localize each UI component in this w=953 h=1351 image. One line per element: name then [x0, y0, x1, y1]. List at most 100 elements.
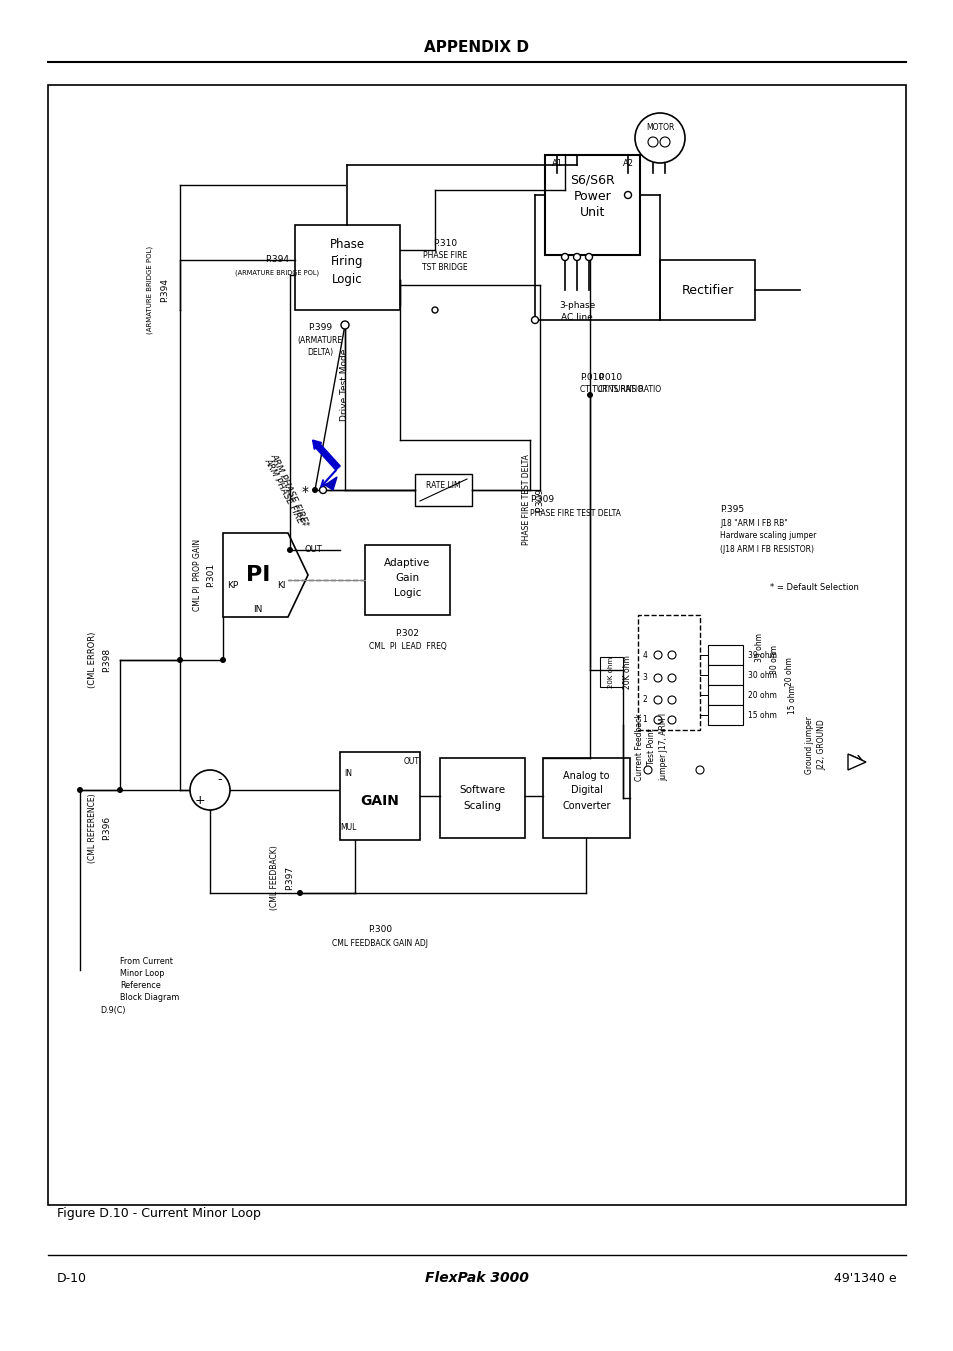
Text: Converter: Converter: [561, 801, 610, 811]
Text: J18 "ARM I FB RB": J18 "ARM I FB RB": [720, 519, 787, 527]
Text: +: +: [194, 793, 205, 807]
Bar: [659, 259, 754, 320]
FancyArrow shape: [313, 440, 340, 470]
Text: Firing: Firing: [331, 255, 363, 269]
Text: P.310: P.310: [433, 239, 456, 247]
Text: * = Default Selection: * = Default Selection: [769, 584, 858, 593]
Text: Software: Software: [459, 785, 505, 794]
Text: Current Feedback: Current Feedback: [635, 713, 644, 781]
Text: 3-phase: 3-phase: [558, 300, 595, 309]
Bar: [707, 705, 742, 725]
Text: 20 ohm: 20 ohm: [747, 690, 776, 700]
Text: A2: A2: [622, 158, 633, 168]
Circle shape: [667, 651, 676, 659]
Text: Drive Test Mode: Drive Test Mode: [340, 349, 349, 422]
Text: P.010: P.010: [598, 373, 621, 381]
Text: D.9(C): D.9(C): [100, 1005, 126, 1015]
Circle shape: [296, 890, 303, 896]
Circle shape: [667, 696, 676, 704]
Text: Reference: Reference: [120, 981, 161, 990]
Text: P.301: P.301: [206, 563, 215, 588]
Text: Rectifier: Rectifier: [680, 284, 733, 296]
Text: S6/S6R: S6/S6R: [570, 173, 615, 186]
Text: TST BRIDGE: TST BRIDGE: [422, 262, 467, 272]
Circle shape: [654, 696, 661, 704]
Text: Scaling: Scaling: [463, 801, 501, 811]
Text: MOTOR: MOTOR: [645, 123, 674, 132]
Text: ARM PHASE FIRE*: ARM PHASE FIRE*: [269, 451, 311, 528]
Circle shape: [220, 657, 226, 663]
Text: DELTA): DELTA): [307, 347, 333, 357]
Text: Ground jumper: Ground jumper: [804, 716, 814, 774]
Text: (ARMATURE BRIDGE POL): (ARMATURE BRIDGE POL): [147, 246, 153, 334]
Circle shape: [643, 766, 651, 774]
Text: Logic: Logic: [394, 588, 420, 598]
Text: P.300: P.300: [368, 925, 392, 935]
Text: Power: Power: [573, 190, 611, 204]
Text: OUT: OUT: [403, 758, 419, 766]
Text: (ARMATURE BRIDGE POL): (ARMATURE BRIDGE POL): [234, 270, 318, 276]
Circle shape: [654, 716, 661, 724]
Text: Analog to: Analog to: [562, 771, 609, 781]
Text: AC line: AC line: [560, 313, 592, 323]
Text: (J18 ARM I FB RESISTOR): (J18 ARM I FB RESISTOR): [720, 544, 813, 554]
Circle shape: [696, 766, 703, 774]
Circle shape: [77, 788, 83, 793]
Text: P.010: P.010: [579, 373, 603, 381]
Text: 20K ohm: 20K ohm: [623, 655, 632, 689]
Text: jumper J17, ARM I: jumper J17, ARM I: [659, 713, 668, 781]
Text: 20K ohm: 20K ohm: [607, 657, 614, 688]
Circle shape: [319, 486, 326, 493]
Circle shape: [585, 254, 592, 261]
Text: (CML ERROR): (CML ERROR): [89, 632, 97, 688]
Text: -: -: [217, 774, 222, 786]
Text: (CML FEEDBACK): (CML FEEDBACK): [271, 846, 279, 911]
Circle shape: [635, 113, 684, 163]
Circle shape: [574, 254, 579, 259]
Polygon shape: [847, 754, 865, 770]
Text: CML  PI  LEAD  FREQ: CML PI LEAD FREQ: [368, 642, 446, 650]
Text: IN: IN: [253, 605, 262, 615]
Text: RATE LIM: RATE LIM: [426, 481, 460, 490]
Text: (ARMATURE: (ARMATURE: [297, 335, 342, 345]
Circle shape: [561, 254, 567, 259]
Text: Figure D.10 - Current Minor Loop: Figure D.10 - Current Minor Loop: [57, 1206, 260, 1220]
Text: Adaptive: Adaptive: [384, 558, 430, 567]
Text: PHASE FIRE TEST DELTA: PHASE FIRE TEST DELTA: [530, 508, 620, 517]
Text: (CML REFERENCE): (CML REFERENCE): [88, 793, 96, 863]
Text: KI: KI: [276, 581, 285, 589]
Bar: [294, 226, 399, 309]
Text: *: *: [301, 485, 308, 499]
Text: PHASE FIRE TEST DELTA: PHASE FIRE TEST DELTA: [522, 454, 531, 546]
Circle shape: [667, 716, 676, 724]
Circle shape: [667, 674, 676, 682]
Text: PI: PI: [246, 565, 270, 585]
Bar: [439, 758, 524, 838]
Bar: [339, 753, 419, 840]
Text: PHASE FIRE: PHASE FIRE: [422, 250, 467, 259]
Text: 49'1340 e: 49'1340 e: [834, 1271, 896, 1285]
Text: P.399: P.399: [308, 323, 332, 332]
Text: CT TURNS RATIO: CT TURNS RATIO: [598, 385, 660, 394]
Bar: [599, 657, 622, 688]
Text: P.394: P.394: [265, 255, 289, 265]
Circle shape: [190, 770, 230, 811]
Text: 2: 2: [642, 696, 647, 704]
Circle shape: [287, 547, 293, 553]
Text: 1: 1: [642, 716, 647, 724]
Text: Unit: Unit: [579, 207, 604, 219]
Bar: [415, 474, 472, 507]
Text: OUT: OUT: [304, 546, 321, 554]
Bar: [48, 85, 905, 1205]
Circle shape: [654, 674, 661, 682]
Circle shape: [573, 254, 579, 261]
Text: MUL: MUL: [339, 824, 355, 832]
Text: 39 ohm: 39 ohm: [747, 650, 776, 659]
Text: Logic: Logic: [332, 273, 362, 285]
Text: P.309: P.309: [535, 488, 544, 512]
Text: Phase: Phase: [330, 239, 365, 251]
Polygon shape: [223, 534, 308, 617]
Bar: [638, 615, 700, 730]
Bar: [365, 544, 450, 615]
Text: P.395: P.395: [720, 505, 743, 515]
